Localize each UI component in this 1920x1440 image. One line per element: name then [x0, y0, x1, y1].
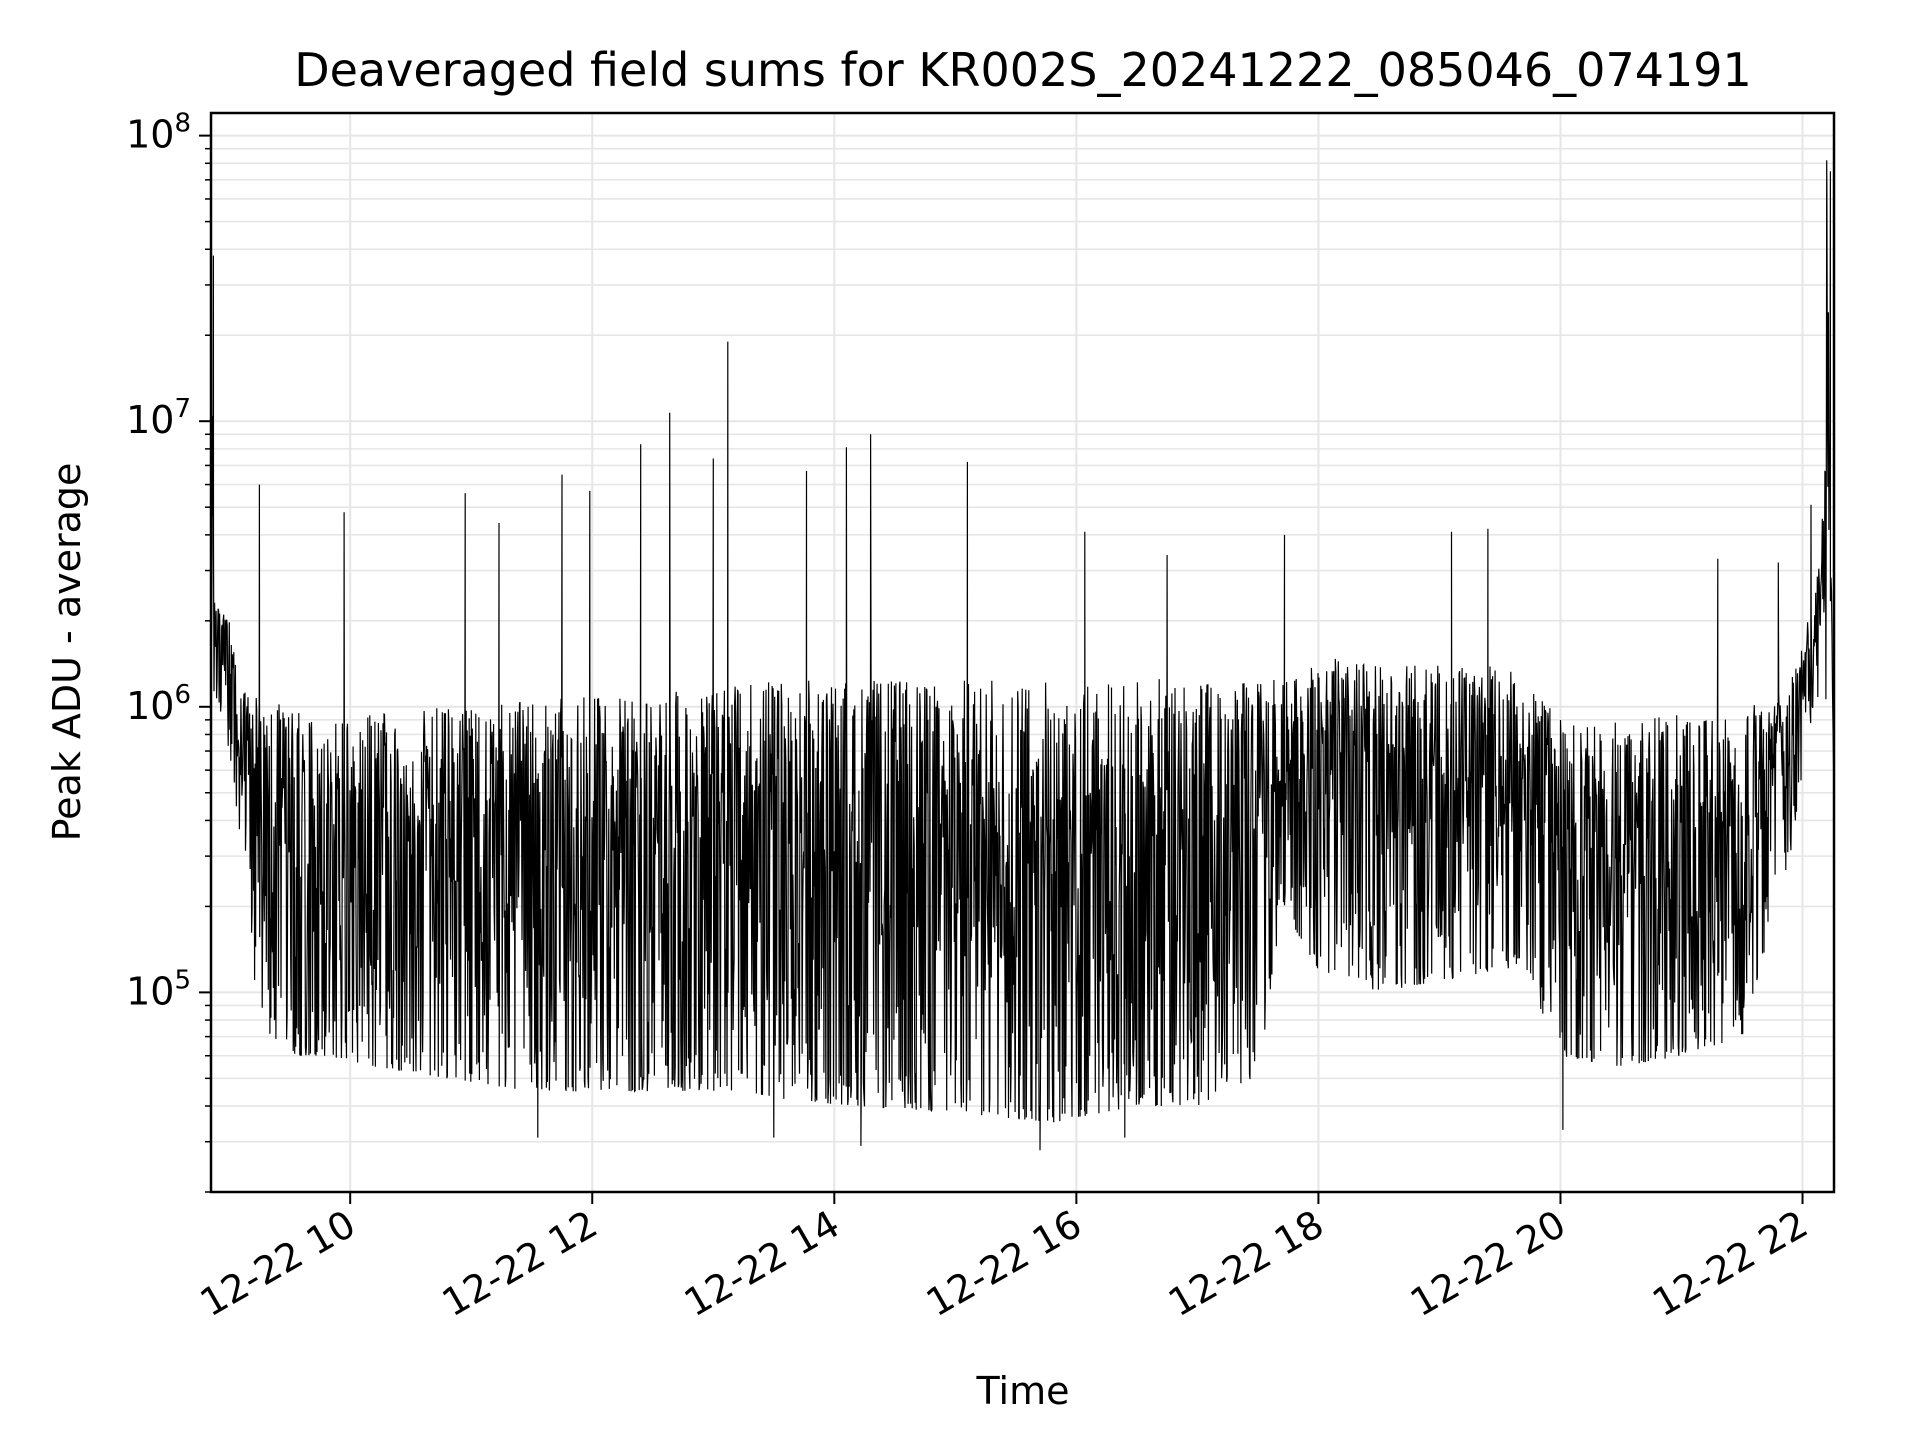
series-line: [210, 160, 1835, 1151]
x-axis-label: Time: [976, 1369, 1070, 1413]
plot-frame: [209, 111, 1836, 1194]
y-tick-label: 107: [126, 394, 191, 442]
y-axis-label: Peak ADU - average: [45, 463, 89, 842]
y-tick-label: 105: [126, 965, 191, 1013]
chart-title: Deaveraged field sums for KR002S_2024122…: [294, 43, 1752, 97]
y-axis-ticks: 105 106 107 108: [126, 109, 211, 1193]
y-tick-label: 106: [126, 680, 191, 728]
y-tick-label: 108: [126, 109, 191, 157]
series-line-group: [210, 160, 1835, 1151]
